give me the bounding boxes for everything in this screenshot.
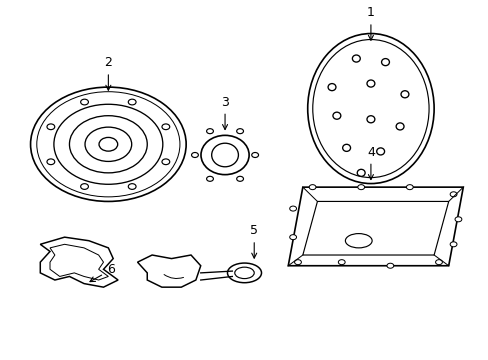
Text: 2: 2 [104,56,112,90]
Circle shape [81,99,88,105]
Text: 5: 5 [250,224,258,258]
Circle shape [99,138,118,151]
Circle shape [454,217,461,222]
Circle shape [289,235,296,240]
Circle shape [449,242,456,247]
Circle shape [128,184,136,189]
Circle shape [128,99,136,105]
Circle shape [47,159,55,165]
Circle shape [47,124,55,130]
Circle shape [162,124,169,130]
Circle shape [406,185,412,190]
Text: 6: 6 [90,264,115,282]
Circle shape [289,206,296,211]
Circle shape [435,260,442,265]
Circle shape [386,263,393,268]
Text: 4: 4 [366,145,374,180]
Circle shape [162,159,169,165]
Text: 3: 3 [221,95,228,130]
Circle shape [308,185,315,190]
Circle shape [81,184,88,189]
Circle shape [294,260,301,265]
Circle shape [338,260,345,265]
Text: 1: 1 [366,6,374,40]
Circle shape [449,192,456,197]
Circle shape [357,185,364,190]
